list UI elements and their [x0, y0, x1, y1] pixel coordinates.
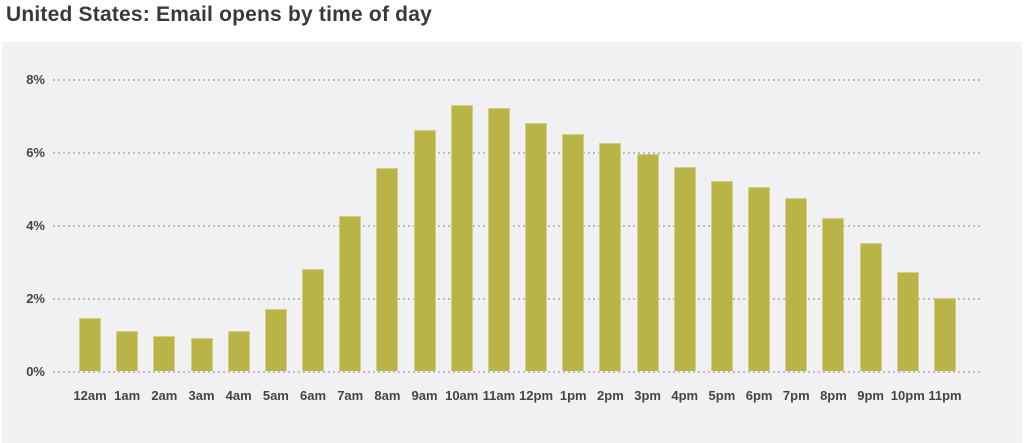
bar-6pm — [748, 186, 771, 371]
bar-1pm — [562, 133, 585, 371]
bar-column-7pm: 7pm — [783, 79, 810, 403]
chart-title: United States: Email opens by time of da… — [6, 3, 432, 26]
gridline-4pct — [53, 225, 982, 227]
gridline-0pct — [53, 371, 982, 373]
y-tick-label-0pct: 0% — [26, 364, 45, 379]
x-axis-label-7am: 7am — [337, 388, 364, 403]
bar-column-12am: 12am — [73, 79, 107, 403]
x-axis-label-9am: 9am — [411, 388, 438, 403]
x-axis-label-12pm: 12pm — [519, 388, 554, 403]
y-tick-label-4pct: 4% — [26, 218, 45, 233]
bar-8am — [376, 168, 399, 371]
bar-9am — [413, 130, 436, 371]
bar-8pm — [822, 217, 845, 371]
bar-column-9am: 9am — [412, 79, 438, 403]
bar-column-11pm: 11pm — [928, 79, 962, 403]
x-axis-label-3am: 3am — [188, 388, 215, 403]
x-axis-label-7pm: 7pm — [782, 388, 810, 403]
bar-column-8pm: 8pm — [820, 79, 847, 403]
x-axis-label-3pm: 3pm — [634, 388, 661, 403]
bar-12pm — [525, 122, 548, 371]
bar-5pm — [710, 181, 733, 371]
x-axis-label-5am: 5am — [262, 388, 289, 403]
bar-3am — [190, 338, 213, 371]
bar-column-6am: 6am — [300, 79, 326, 403]
bar-11am — [487, 108, 510, 371]
bar-column-5am: 5am — [263, 79, 289, 403]
gridline-6pct — [53, 152, 982, 154]
x-axis-label-2am: 2am — [151, 388, 178, 403]
bar-column-8am: 8am — [374, 79, 400, 403]
x-axis-label-8am: 8am — [374, 388, 401, 403]
bar-column-1am: 1am — [114, 79, 140, 403]
bar-column-3am: 3am — [189, 79, 215, 403]
x-axis-label-6pm: 6pm — [745, 388, 773, 403]
bar-column-10am: 10am — [445, 79, 478, 403]
bar-9pm — [859, 243, 882, 371]
bar-4pm — [673, 166, 696, 371]
bars-row: 12am 1am 2am 3am 4am 5am 6am 7am 8am 9am 10am 11am 1… — [53, 79, 982, 403]
y-tick-label-8pct: 8% — [26, 72, 45, 87]
bar-11pm — [933, 298, 956, 371]
bar-10pm — [896, 272, 919, 371]
gridline-8pct — [53, 79, 982, 81]
x-axis-label-10am: 10am — [445, 388, 479, 403]
bar-2pm — [599, 142, 622, 371]
bar-7pm — [785, 197, 808, 371]
y-tick-label-6pct: 6% — [26, 145, 45, 160]
chart-panel: 0% 2% 4% 6% 8% 12am 1am 2am 3am 4am 5am 6am 7am 8am 9… — [2, 42, 1022, 443]
bar-column-9pm: 9pm — [857, 79, 884, 403]
x-axis-label-2pm: 2pm — [597, 388, 624, 403]
plot-area: 0% 2% 4% 6% 8% 12am 1am 2am 3am 4am 5am 6am 7am 8am 9… — [2, 42, 1022, 443]
x-axis-label-10pm: 10pm — [890, 388, 925, 403]
gridline-2pct — [53, 298, 982, 300]
x-axis-label-9pm: 9pm — [857, 388, 884, 403]
x-axis-label-1am: 1am — [114, 388, 141, 403]
x-axis-label-11pm: 11pm — [928, 388, 962, 403]
bar-column-7am: 7am — [337, 79, 363, 403]
x-axis-label-5pm: 5pm — [708, 388, 736, 403]
bar-7am — [339, 215, 362, 371]
x-axis-label-12am: 12am — [73, 388, 107, 403]
bar-column-5pm: 5pm — [709, 79, 735, 403]
x-axis-label-8pm: 8pm — [820, 388, 847, 403]
bar-column-3pm: 3pm — [634, 79, 661, 403]
bar-1am — [116, 330, 139, 371]
y-tick-label-2pct: 2% — [26, 291, 45, 306]
bar-column-2am: 2am — [151, 79, 177, 403]
bar-column-4am: 4am — [226, 79, 252, 403]
x-axis-label-6am: 6am — [300, 388, 327, 403]
bar-12am — [79, 318, 101, 371]
bar-column-10pm: 10pm — [891, 79, 925, 403]
bar-column-1pm: 1pm — [560, 79, 587, 403]
bar-2am — [153, 336, 176, 371]
bar-3pm — [636, 153, 659, 371]
bar-column-4pm: 4pm — [671, 79, 698, 403]
bar-column-12pm: 12pm — [519, 79, 553, 403]
bar-10am — [450, 104, 473, 371]
bar-column-2pm: 2pm — [597, 79, 624, 403]
x-axis-label-4pm: 4pm — [671, 388, 699, 403]
bar-4am — [227, 330, 250, 371]
x-axis-label-1pm: 1pm — [559, 388, 587, 403]
x-axis-label-4am: 4am — [225, 388, 252, 403]
bar-column-11am: 11am — [483, 79, 515, 403]
bar-6am — [302, 268, 325, 371]
bar-5am — [264, 308, 287, 371]
x-axis-label-11am: 11am — [482, 388, 516, 403]
bar-column-6pm: 6pm — [746, 79, 772, 403]
